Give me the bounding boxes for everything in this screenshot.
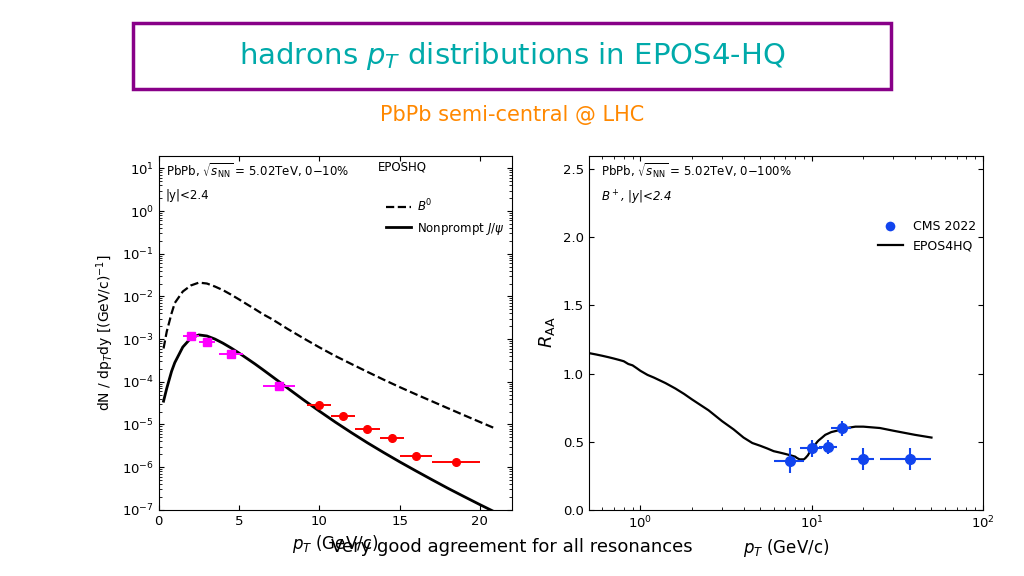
Nonprompt $J/\psi$	[166, 368, 178, 375]
Nonprompt $J/\psi$	[158, 397, 170, 404]
Nonprompt $J/\psi$	[313, 408, 326, 415]
Line: EPOS4HQ: EPOS4HQ	[589, 353, 932, 459]
$B^0$	[281, 325, 293, 332]
Nonprompt $J/\psi$	[297, 396, 309, 403]
$B^0$	[361, 369, 374, 376]
$B^0$	[241, 301, 253, 308]
$B^0$	[225, 291, 238, 298]
Text: EPOSHQ: EPOSHQ	[378, 161, 427, 174]
Legend: CMS 2022, EPOS4HQ: CMS 2022, EPOS4HQ	[872, 215, 981, 257]
$B^0$	[345, 361, 357, 367]
$B^0$	[313, 344, 326, 351]
$B^0$	[393, 384, 406, 391]
EPOS4HQ	[798, 456, 810, 463]
$B^0$	[297, 335, 309, 342]
Nonprompt $J/\psi$	[361, 439, 374, 446]
Text: PbPb semi-central @ LHC: PbPb semi-central @ LHC	[380, 105, 644, 125]
$B^0$	[161, 328, 173, 335]
EPOS4HQ	[631, 365, 643, 372]
Nonprompt $J/\psi$	[177, 343, 189, 350]
$B^0$	[166, 310, 178, 317]
Nonprompt $J/\psi$	[265, 372, 278, 379]
Nonprompt $J/\psi$	[273, 378, 286, 385]
EPOS4HQ	[926, 434, 938, 441]
Nonprompt $J/\psi$	[201, 332, 213, 339]
Text: PbPb, $\sqrt{s_{\rm NN}}$ = 5.02TeV, 0$-$100%: PbPb, $\sqrt{s_{\rm NN}}$ = 5.02TeV, 0$-…	[601, 161, 792, 180]
$B^0$	[273, 320, 286, 327]
$B^0$	[177, 288, 189, 295]
Nonprompt $J/\psi$	[330, 419, 342, 426]
$B^0$	[158, 345, 170, 352]
Nonprompt $J/\psi$	[161, 385, 173, 392]
$B^0$	[169, 300, 181, 306]
Nonprompt $J/\psi$	[193, 331, 205, 338]
Text: Very good agreement for all resonances: Very good agreement for all resonances	[331, 538, 693, 556]
Text: hadrons $p_T$ distributions in EPOS4-HQ: hadrons $p_T$ distributions in EPOS4-HQ	[239, 40, 785, 72]
X-axis label: $p_T$ (GeV/c): $p_T$ (GeV/c)	[292, 533, 379, 555]
Nonprompt $J/\psi$	[209, 336, 221, 343]
Y-axis label: $R_{\rm AA}$: $R_{\rm AA}$	[538, 317, 557, 348]
Nonprompt $J/\psi$	[474, 501, 486, 508]
Nonprompt $J/\psi$	[169, 359, 181, 366]
$B^0$	[209, 283, 221, 290]
$B^0$	[249, 306, 261, 313]
EPOS4HQ	[791, 454, 803, 461]
Nonprompt $J/\psi$	[410, 467, 422, 474]
X-axis label: $p_T$ (GeV/c): $p_T$ (GeV/c)	[742, 537, 829, 559]
$B^0$	[474, 419, 486, 426]
$B^0$	[201, 280, 213, 287]
$B^0$	[489, 425, 502, 432]
$B^0$	[184, 282, 197, 289]
Nonprompt $J/\psi$	[426, 476, 438, 483]
Nonprompt $J/\psi$	[458, 493, 470, 500]
Line: Nonprompt $J/\psi$: Nonprompt $J/\psi$	[164, 335, 496, 513]
Text: |y|<2.4: |y|<2.4	[166, 189, 210, 202]
$B^0$	[217, 287, 229, 294]
Nonprompt $J/\psi$	[249, 361, 261, 367]
Nonprompt $J/\psi$	[232, 350, 245, 357]
Nonprompt $J/\psi$	[281, 384, 293, 391]
Nonprompt $J/\psi$	[393, 458, 406, 465]
Legend: $B^0$, Nonprompt $J/\psi$: $B^0$, Nonprompt $J/\psi$	[381, 194, 510, 241]
$B^0$	[458, 412, 470, 419]
Nonprompt $J/\psi$	[241, 355, 253, 362]
$B^0$	[265, 315, 278, 322]
Nonprompt $J/\psi$	[441, 485, 454, 492]
Y-axis label: dN / dp$_T$dy [(GeV/c)$^{-1}$]: dN / dp$_T$dy [(GeV/c)$^{-1}$]	[94, 254, 116, 411]
Text: $B^+$, |y|<2.4: $B^+$, |y|<2.4	[601, 189, 672, 207]
$B^0$	[378, 376, 390, 383]
EPOS4HQ	[737, 434, 750, 441]
$B^0$	[330, 353, 342, 359]
EPOS4HQ	[800, 454, 812, 461]
$B^0$	[232, 296, 245, 303]
Nonprompt $J/\psi$	[217, 340, 229, 347]
Nonprompt $J/\psi$	[345, 429, 357, 436]
EPOS4HQ	[794, 456, 806, 463]
$B^0$	[426, 397, 438, 404]
EPOS4HQ	[583, 350, 595, 357]
Nonprompt $J/\psi$	[225, 344, 238, 351]
Nonprompt $J/\psi$	[378, 449, 390, 456]
Nonprompt $J/\psi$	[184, 335, 197, 342]
Nonprompt $J/\psi$	[257, 366, 269, 373]
$B^0$	[257, 311, 269, 318]
Line: $B^0$: $B^0$	[164, 283, 496, 429]
$B^0$	[410, 391, 422, 397]
EPOS4HQ	[808, 444, 820, 450]
$B^0$	[193, 279, 205, 286]
$B^0$	[441, 405, 454, 412]
Nonprompt $J/\psi$	[489, 509, 502, 516]
FancyBboxPatch shape	[133, 23, 891, 89]
Text: PbPb, $\sqrt{s_{\rm NN}}$ = 5.02TeV, 0$-$10%: PbPb, $\sqrt{s_{\rm NN}}$ = 5.02TeV, 0$-…	[166, 161, 349, 180]
